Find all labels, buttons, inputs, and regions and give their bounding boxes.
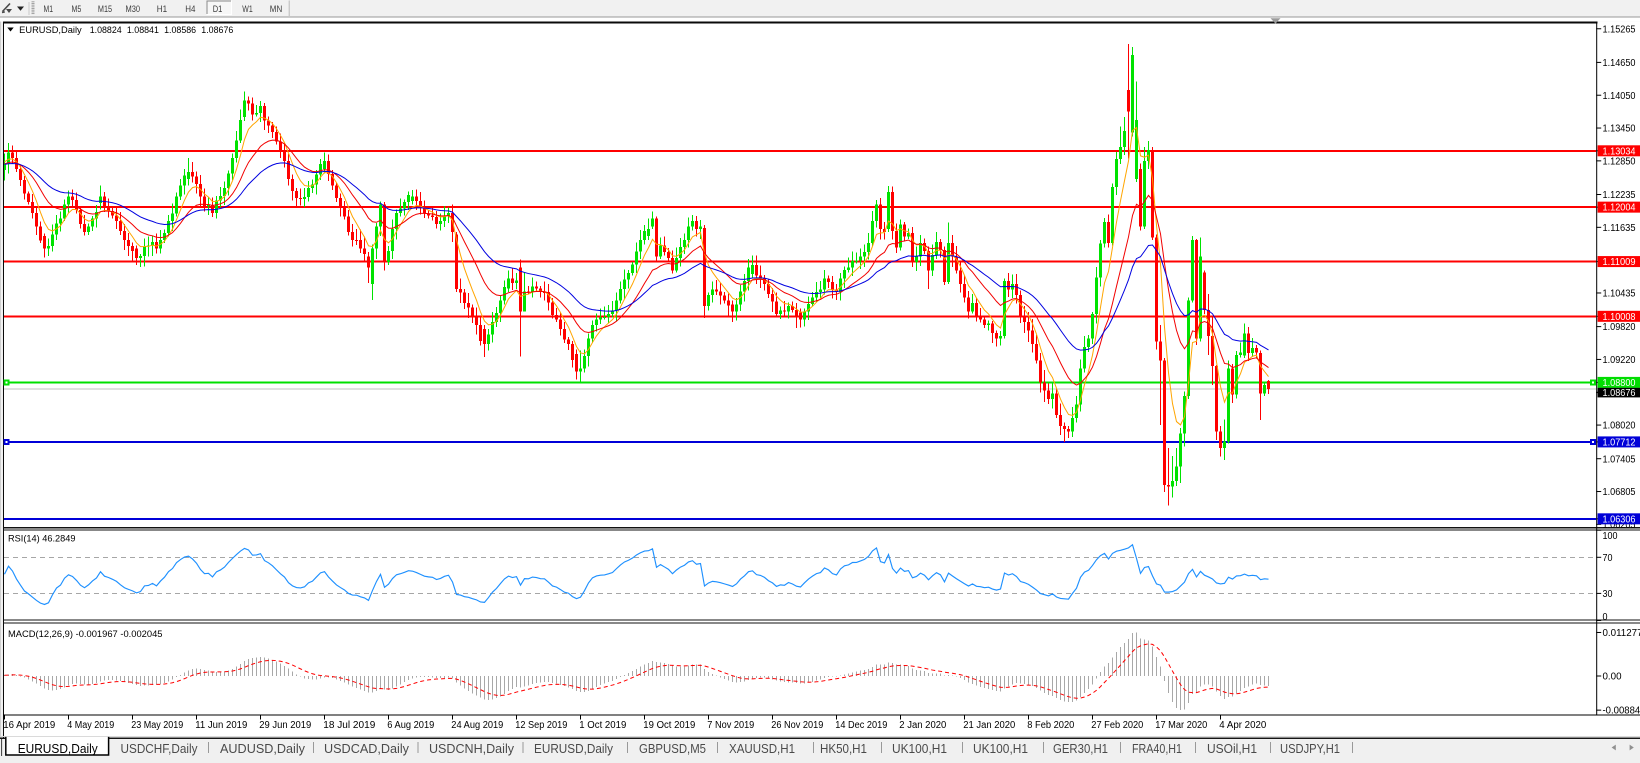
svg-text:1.08841: 1.08841 xyxy=(127,25,159,35)
svg-text:1.08676: 1.08676 xyxy=(1603,388,1636,399)
svg-text:0: 0 xyxy=(1603,612,1608,623)
svg-text:0.00: 0.00 xyxy=(1603,672,1622,683)
svg-text:1 Oct 2019: 1 Oct 2019 xyxy=(579,720,626,731)
svg-text:1.11635: 1.11635 xyxy=(1603,223,1636,234)
svg-text:26 Nov 2019: 26 Nov 2019 xyxy=(771,720,823,731)
svg-text:USDCNH,Daily: USDCNH,Daily xyxy=(429,742,515,756)
svg-text:1.13034: 1.13034 xyxy=(1603,146,1636,157)
svg-text:1.08586: 1.08586 xyxy=(164,25,196,35)
svg-text:1.09220: 1.09220 xyxy=(1603,355,1636,366)
svg-text:1.06306: 1.06306 xyxy=(1603,514,1636,525)
svg-text:27 Feb 2020: 27 Feb 2020 xyxy=(1091,720,1143,731)
svg-text:EURUSD,Daily: EURUSD,Daily xyxy=(18,742,99,756)
svg-text:USDCHF,Daily: USDCHF,Daily xyxy=(121,742,199,756)
svg-text:29 Jun 2019: 29 Jun 2019 xyxy=(259,720,311,731)
svg-text:11 Jun 2019: 11 Jun 2019 xyxy=(195,720,247,731)
svg-text:EURUSD,Daily: EURUSD,Daily xyxy=(534,742,614,756)
svg-text:EURUSD,Daily: EURUSD,Daily xyxy=(19,25,82,35)
svg-text:18 Jul 2019: 18 Jul 2019 xyxy=(323,720,375,731)
svg-text:1.10008: 1.10008 xyxy=(1603,312,1636,323)
svg-text:UK100,H1: UK100,H1 xyxy=(973,742,1028,756)
svg-text:12 Sep 2019: 12 Sep 2019 xyxy=(515,720,567,731)
svg-text:14 Dec 2019: 14 Dec 2019 xyxy=(835,720,887,731)
svg-text:1.07712: 1.07712 xyxy=(1603,438,1636,449)
svg-text:1.11009: 1.11009 xyxy=(1603,257,1636,268)
svg-text:1.13450: 1.13450 xyxy=(1603,124,1636,135)
svg-text:XAUUSD,H1: XAUUSD,H1 xyxy=(729,742,795,756)
svg-text:USDJPY,H1: USDJPY,H1 xyxy=(1280,742,1340,756)
svg-text:1.08824: 1.08824 xyxy=(90,25,122,35)
svg-text:1.14650: 1.14650 xyxy=(1603,58,1636,69)
svg-text:30: 30 xyxy=(1603,589,1613,600)
svg-text:2 Jan 2020: 2 Jan 2020 xyxy=(899,720,946,731)
svg-text:4 Apr 2020: 4 Apr 2020 xyxy=(1219,720,1266,731)
svg-text:1.08676: 1.08676 xyxy=(201,25,233,35)
svg-text:M1: M1 xyxy=(44,4,54,14)
svg-text:1.08020: 1.08020 xyxy=(1603,421,1636,432)
svg-text:1.15265: 1.15265 xyxy=(1603,24,1636,35)
svg-text:21 Jan 2020: 21 Jan 2020 xyxy=(963,720,1015,731)
svg-text:H4: H4 xyxy=(185,4,195,14)
svg-text:19 Oct 2019: 19 Oct 2019 xyxy=(643,720,695,731)
svg-text:4 May 2019: 4 May 2019 xyxy=(67,720,114,731)
svg-text:MACD(12,26,9) -0.001967 -0.002: MACD(12,26,9) -0.001967 -0.002045 xyxy=(8,629,163,639)
svg-text:RSI(14) 46.2849: RSI(14) 46.2849 xyxy=(8,534,76,544)
svg-text:70: 70 xyxy=(1603,553,1613,564)
svg-text:1.07405: 1.07405 xyxy=(1603,454,1636,465)
svg-text:7 Nov 2019: 7 Nov 2019 xyxy=(707,720,754,731)
svg-text:MN: MN xyxy=(270,4,282,14)
svg-text:HK50,H1: HK50,H1 xyxy=(820,742,867,756)
svg-text:AUDUSD,Daily: AUDUSD,Daily xyxy=(220,742,306,756)
svg-text:1.12004: 1.12004 xyxy=(1603,203,1636,214)
svg-text:USDCAD,Daily: USDCAD,Daily xyxy=(324,742,410,756)
svg-text:H1: H1 xyxy=(157,4,167,14)
svg-text:1.09820: 1.09820 xyxy=(1603,322,1636,333)
svg-text:FRA40,H1: FRA40,H1 xyxy=(1132,742,1182,756)
svg-text:23 May 2019: 23 May 2019 xyxy=(131,720,183,731)
svg-text:1.14050: 1.14050 xyxy=(1603,91,1636,102)
svg-text:1.10435: 1.10435 xyxy=(1603,289,1636,300)
svg-text:24 Aug 2019: 24 Aug 2019 xyxy=(451,720,503,731)
svg-text:W1: W1 xyxy=(242,4,252,14)
svg-text:-0.008845: -0.008845 xyxy=(1603,706,1640,717)
svg-text:1.06805: 1.06805 xyxy=(1603,487,1636,498)
svg-text:D1: D1 xyxy=(213,4,223,14)
svg-text:6 Aug 2019: 6 Aug 2019 xyxy=(387,720,434,731)
svg-text:1.12235: 1.12235 xyxy=(1603,190,1636,201)
svg-text:17 Mar 2020: 17 Mar 2020 xyxy=(1155,720,1207,731)
svg-text:8 Feb 2020: 8 Feb 2020 xyxy=(1027,720,1074,731)
svg-text:GER30,H1: GER30,H1 xyxy=(1053,742,1108,756)
svg-text:GBPUSD,M5: GBPUSD,M5 xyxy=(639,742,706,756)
svg-text:16 Apr 2019: 16 Apr 2019 xyxy=(3,720,55,731)
svg-text:M30: M30 xyxy=(126,4,141,14)
svg-text:100: 100 xyxy=(1603,531,1618,542)
svg-text:1.12850: 1.12850 xyxy=(1603,156,1636,167)
svg-text:UK100,H1: UK100,H1 xyxy=(892,742,947,756)
svg-text:0.011277: 0.011277 xyxy=(1603,628,1640,639)
svg-text:USOil,H1: USOil,H1 xyxy=(1207,742,1257,756)
svg-text:M5: M5 xyxy=(72,4,82,14)
svg-text:M15: M15 xyxy=(98,4,112,14)
